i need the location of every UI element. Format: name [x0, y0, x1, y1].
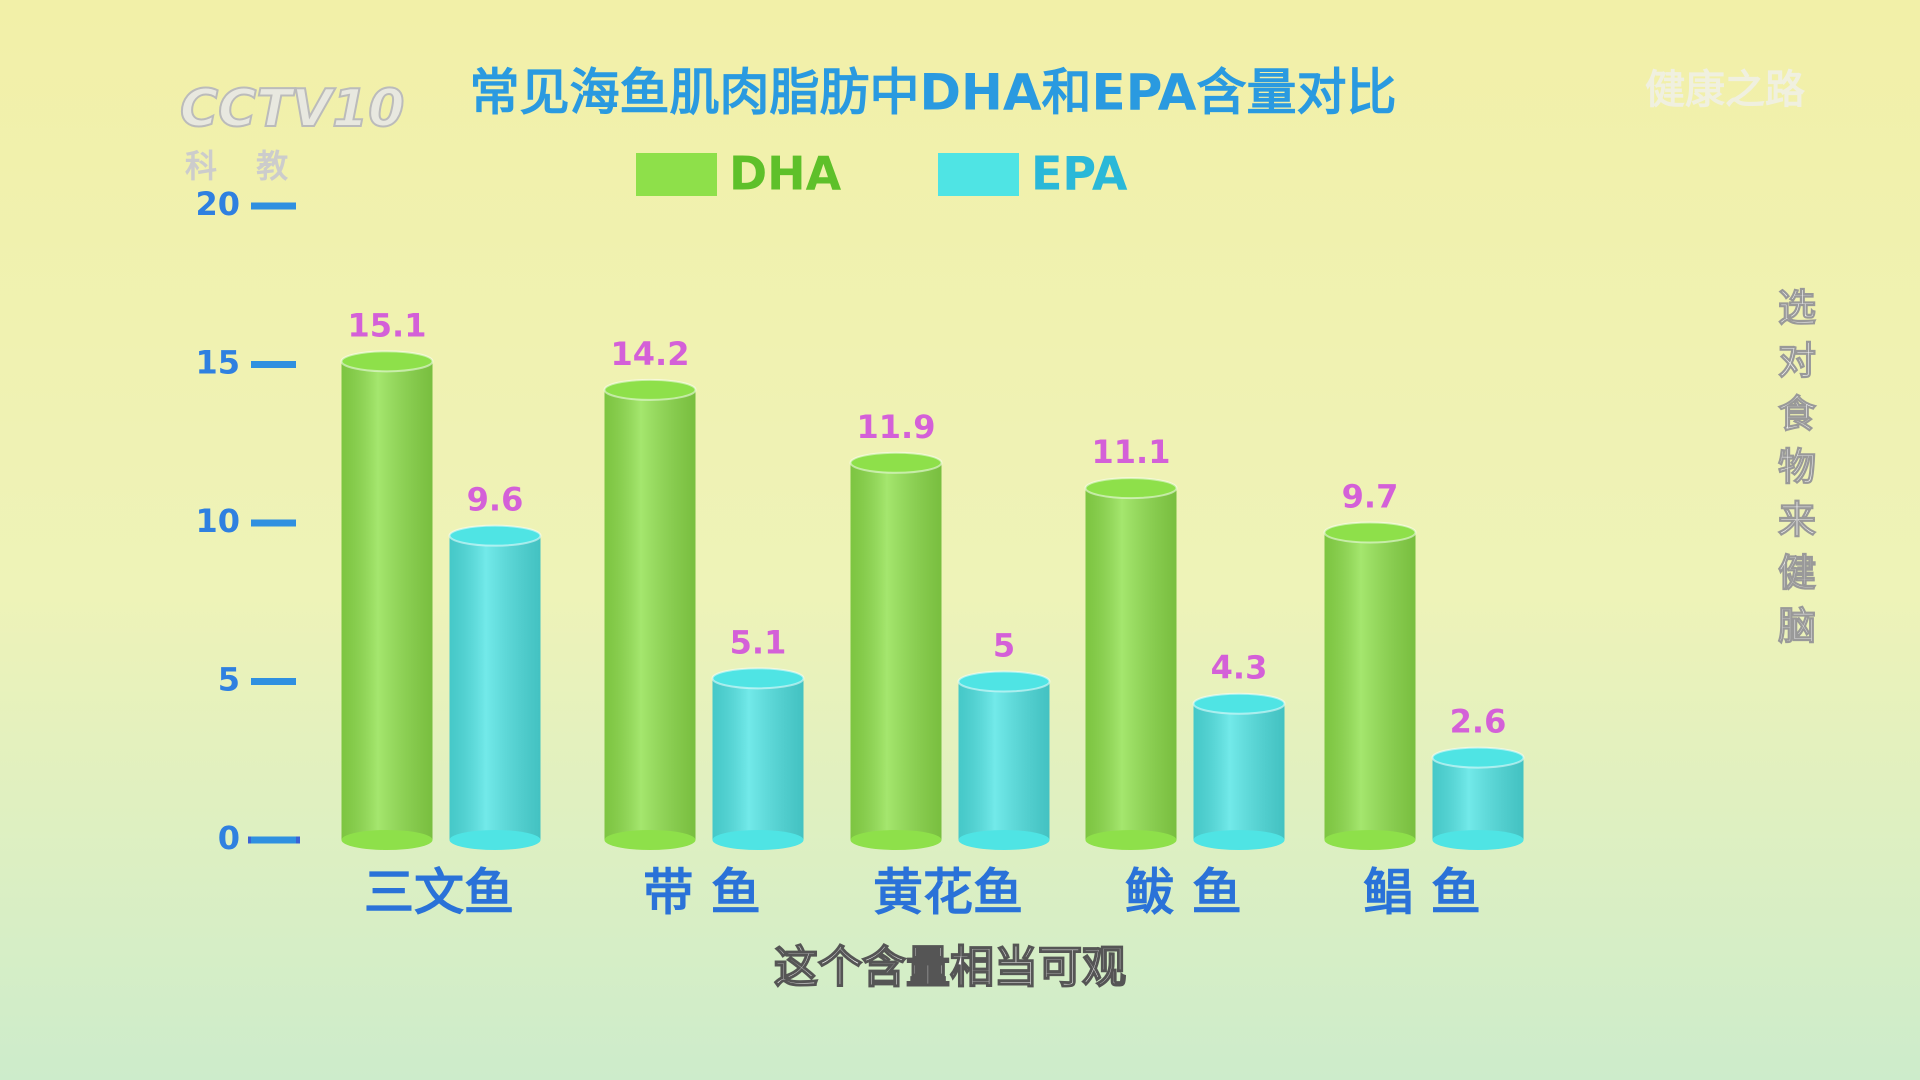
x-tick-label: 带 鱼 — [643, 864, 760, 922]
bar-bottom — [604, 830, 696, 850]
chart-title: 常见海鱼肌肉脂肪中DHA和EPA含量对比 — [470, 64, 1397, 122]
bar-shading — [1085, 488, 1177, 840]
channel-logo: CCTV10 — [180, 79, 404, 139]
bar-group — [1192, 692, 1286, 850]
bar-group — [1323, 521, 1417, 850]
bar-group — [711, 667, 805, 850]
bar-cap — [603, 378, 697, 401]
bar-cap — [1323, 521, 1417, 544]
bar-bottom — [850, 830, 942, 850]
bar-cap — [340, 350, 434, 373]
bar-shading — [1324, 532, 1416, 840]
subtitle: 这个含量相当可观 — [774, 942, 1126, 993]
bar-group — [1084, 477, 1178, 850]
y-tick-label: 10 — [195, 502, 240, 540]
value-label: 9.7 — [1342, 478, 1399, 516]
bar-bottom — [1432, 830, 1524, 850]
bar-cap — [448, 524, 542, 547]
legend-label: EPA — [1031, 147, 1128, 201]
channel-name: 科 教 — [185, 147, 302, 185]
bar-bottom — [1193, 830, 1285, 850]
bar-group — [957, 670, 1051, 850]
value-label: 4.3 — [1211, 649, 1268, 687]
value-label: 5.1 — [730, 623, 787, 661]
bar-cap — [849, 451, 943, 474]
value-label: 15.1 — [348, 306, 427, 344]
bar-group — [849, 451, 943, 850]
y-tick-label: 0 — [218, 819, 240, 857]
bar-shading — [604, 389, 696, 840]
value-label: 5 — [993, 627, 1015, 665]
legend-label: DHA — [729, 147, 842, 201]
value-label: 14.2 — [611, 335, 690, 373]
bar-shading — [712, 678, 804, 840]
x-tick-label: 鲅 鱼 — [1124, 864, 1241, 922]
bar-bottom — [449, 830, 541, 850]
y-tick-label: 20 — [195, 185, 240, 223]
y-tick-label: 15 — [195, 344, 240, 382]
side-caption: 选对食物来健脑 — [1777, 285, 1817, 648]
bar-cap — [1084, 477, 1178, 500]
x-tick-label: 鲳 鱼 — [1363, 864, 1480, 922]
x-tick-label: 三文鱼 — [364, 864, 514, 922]
bar-shading — [449, 535, 541, 840]
bar-cap — [1431, 746, 1525, 769]
bar-group — [603, 378, 697, 850]
value-label: 11.9 — [857, 408, 936, 446]
bar-bottom — [712, 830, 804, 850]
bar-cap — [1192, 692, 1286, 715]
bar-shading — [958, 681, 1050, 840]
bar-shading — [1432, 757, 1524, 840]
bar-group — [448, 524, 542, 850]
legend-swatch — [938, 153, 1019, 196]
bar-cap — [957, 670, 1051, 693]
bar-shading — [850, 462, 942, 840]
bar-shading — [1193, 703, 1285, 840]
value-label: 11.1 — [1092, 433, 1171, 471]
bar-bottom — [341, 830, 433, 850]
bar-bottom — [958, 830, 1050, 850]
bar-shading — [341, 361, 433, 840]
program-logo: 健康之路 — [1645, 67, 1806, 113]
bar-group — [340, 350, 434, 850]
bar-bottom — [1324, 830, 1416, 850]
bar-cap — [711, 667, 805, 690]
bar-bottom — [1085, 830, 1177, 850]
value-label: 9.6 — [467, 481, 524, 519]
y-tick-label: 5 — [218, 661, 240, 699]
x-tick-label: 黄花鱼 — [873, 864, 1023, 922]
value-label: 2.6 — [1450, 703, 1507, 741]
bar-group — [1431, 746, 1525, 850]
legend-swatch — [636, 153, 717, 196]
side-caption-text: 选对食物来健脑 — [1778, 286, 1817, 648]
